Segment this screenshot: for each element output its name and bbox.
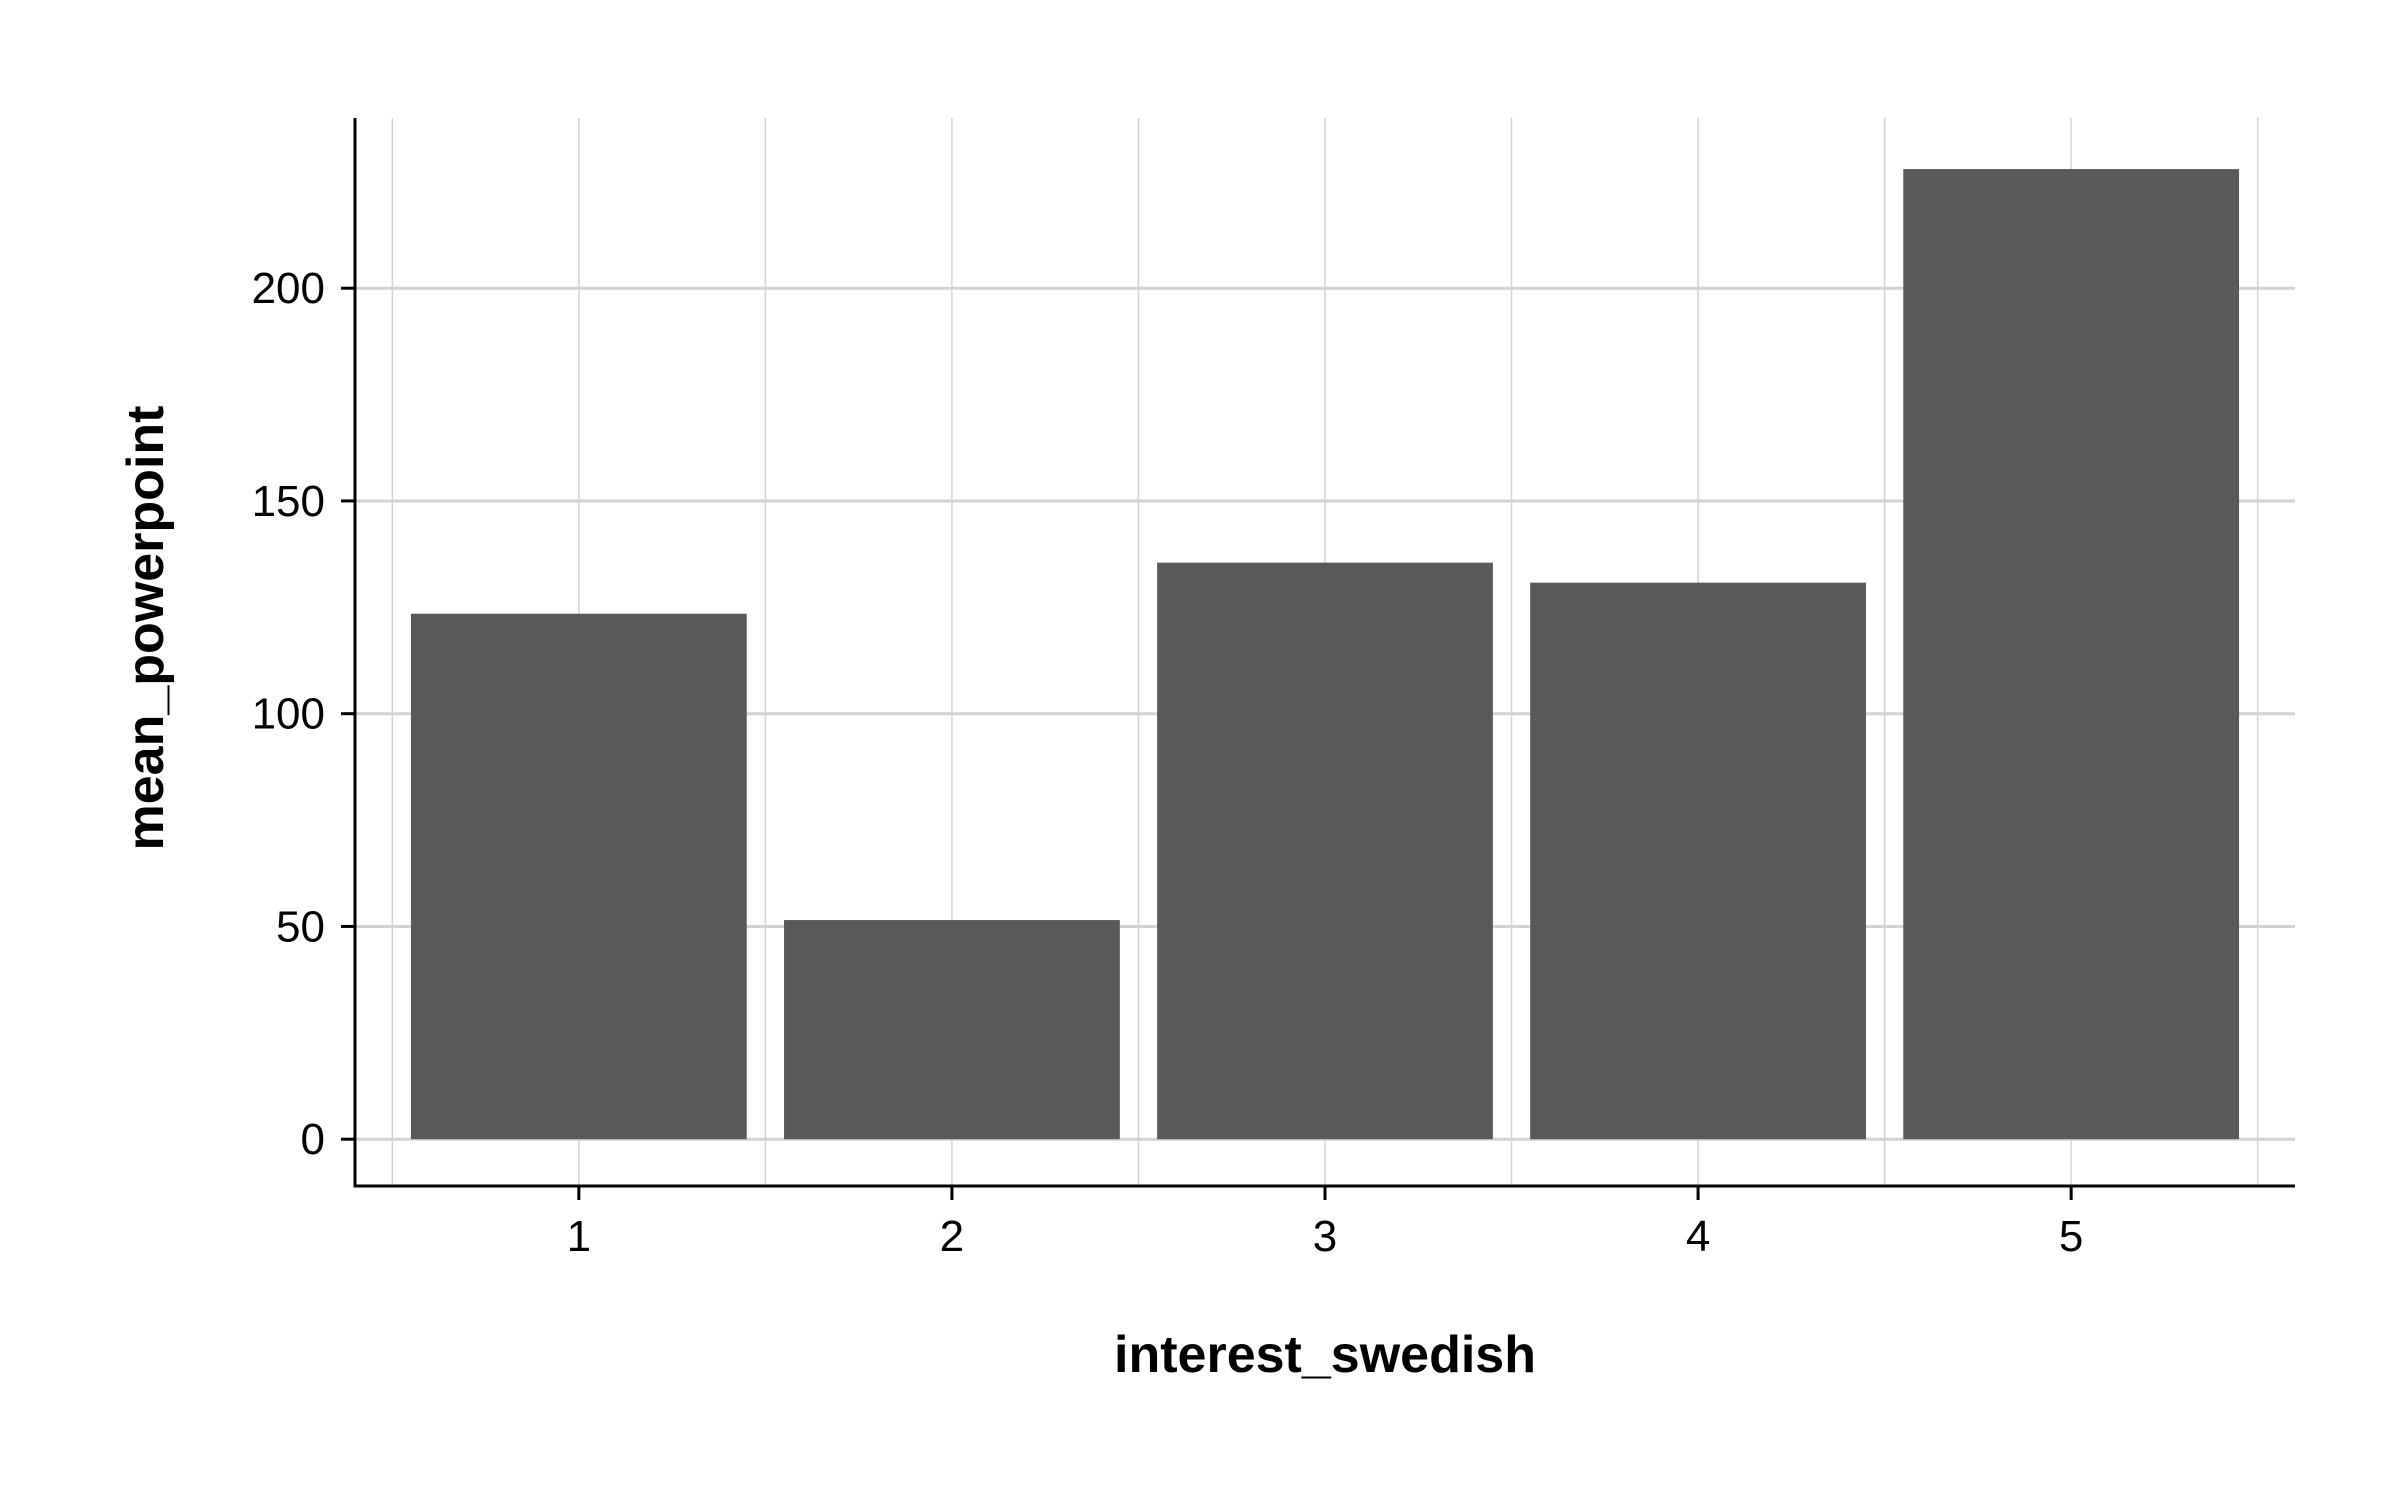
bars [410,169,2240,1140]
x-tick-label: 1 [567,1212,591,1261]
x-tick-label: 4 [1686,1212,1710,1261]
bar-2 [784,920,1120,1140]
y-tick-label: 150 [252,477,325,526]
x-tick-label: 3 [1313,1212,1337,1261]
x-axis-title: interest_swedish [1114,1326,1536,1384]
x-tick-label: 2 [940,1212,964,1261]
bar-3 [1157,562,1493,1140]
tick-labels: 0 50 100 150 200 1 2 3 4 5 [252,264,2084,1261]
bar-4 [1530,582,1866,1140]
y-axis-title: mean_powerpoint [117,406,175,851]
y-tick-label: 0 [301,1115,325,1164]
y-tick-label: 100 [252,690,325,739]
x-tick-label: 5 [2059,1212,2083,1261]
bar-1 [410,613,747,1140]
y-tick-label: 50 [276,902,325,951]
y-tick-label: 200 [252,264,325,313]
axes [341,118,2295,1200]
bar-5 [1903,169,2240,1140]
